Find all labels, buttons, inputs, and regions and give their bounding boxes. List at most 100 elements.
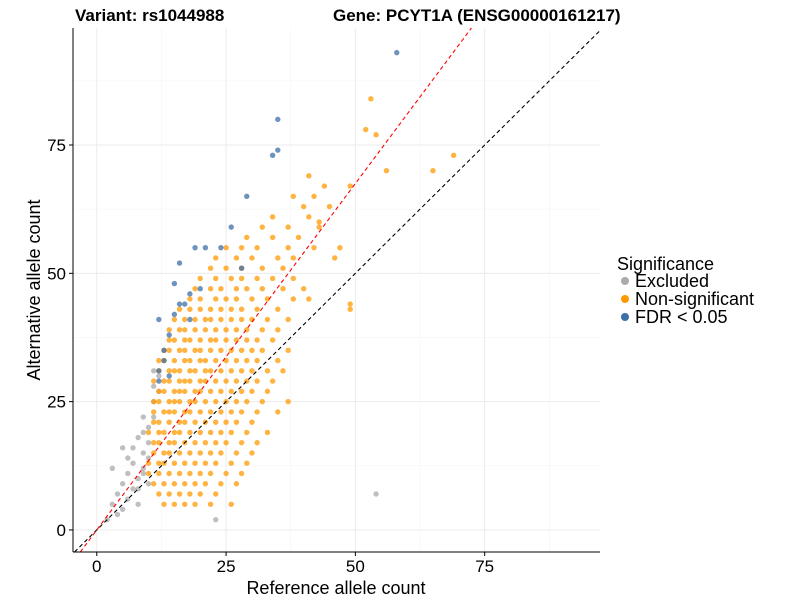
y-tick-label: 75 — [47, 136, 66, 155]
point-non-significant — [218, 347, 224, 354]
legend-label: Excluded — [635, 271, 709, 291]
point-non-significant — [166, 450, 172, 456]
point-non-significant — [259, 265, 265, 271]
point-non-significant — [228, 388, 234, 395]
point-excluded — [135, 475, 141, 482]
point-non-significant — [316, 219, 322, 225]
point-non-significant — [228, 368, 234, 374]
point-non-significant — [373, 132, 379, 138]
legend-swatch — [621, 313, 629, 321]
point-non-significant — [228, 347, 234, 354]
point-non-significant — [254, 306, 260, 312]
point-non-significant — [156, 429, 162, 436]
point-non-significant — [259, 327, 265, 333]
point-non-significant — [213, 419, 219, 425]
point-non-significant — [197, 347, 203, 354]
point-non-significant — [238, 470, 245, 477]
point-non-significant — [171, 460, 178, 466]
point-non-significant — [213, 491, 219, 497]
point-non-significant — [290, 255, 297, 261]
point-excluded — [150, 383, 157, 389]
point-non-significant — [197, 337, 203, 343]
point-excluded — [109, 465, 116, 472]
point-non-significant — [145, 429, 152, 436]
point-non-significant — [182, 481, 188, 487]
point-fdr-0-05 — [228, 224, 234, 230]
point-non-significant — [238, 439, 245, 446]
point-fdr-0-05 — [244, 193, 250, 200]
point-non-significant — [192, 327, 198, 333]
point-non-significant — [254, 378, 260, 384]
point-non-significant — [166, 347, 172, 354]
point-excluded — [140, 465, 147, 472]
point-non-significant — [171, 429, 178, 436]
point-non-significant — [233, 337, 240, 343]
point-non-significant — [187, 429, 193, 436]
point-excluded — [119, 506, 126, 513]
point-non-significant — [150, 409, 157, 415]
point-non-significant — [264, 316, 271, 323]
point-non-significant — [207, 368, 214, 374]
point-non-significant — [161, 409, 167, 415]
point-excluded — [150, 414, 157, 420]
point-non-significant — [290, 296, 297, 302]
point-non-significant — [176, 429, 183, 436]
point-non-significant — [176, 378, 183, 384]
point-non-significant — [166, 327, 172, 333]
point-non-significant — [161, 501, 167, 507]
x-axis-label: Reference allele count — [246, 578, 425, 598]
point-non-significant — [207, 337, 214, 343]
point-non-significant — [197, 306, 203, 312]
point-excluded — [145, 439, 152, 446]
point-non-significant — [150, 378, 157, 384]
point-non-significant — [213, 398, 219, 405]
point-non-significant — [228, 316, 234, 323]
point-non-significant — [197, 470, 203, 477]
point-fdr-0-05 — [161, 357, 167, 364]
point-fdr-0-05 — [192, 244, 198, 251]
point-non-significant — [187, 357, 193, 364]
point-non-significant — [223, 244, 229, 251]
point-non-significant — [207, 501, 214, 507]
point-non-significant — [249, 255, 255, 261]
point-non-significant — [171, 368, 178, 374]
point-non-significant — [306, 173, 312, 179]
point-non-significant — [275, 306, 281, 312]
point-excluded — [213, 516, 219, 523]
point-fdr-0-05 — [176, 260, 183, 266]
point-excluded — [114, 491, 121, 497]
point-non-significant — [166, 378, 172, 384]
y-tick-label: 50 — [47, 264, 66, 283]
reference-lines — [74, 27, 601, 553]
point-non-significant — [238, 275, 245, 282]
point-non-significant — [238, 409, 245, 415]
point-non-significant — [156, 460, 162, 466]
point-fdr-0-05 — [156, 368, 162, 374]
title-gene: Gene: PCYT1A (ENSG00000161217) — [333, 6, 621, 25]
point-non-significant — [156, 357, 162, 364]
point-non-significant — [182, 347, 188, 354]
point-non-significant — [182, 388, 188, 395]
point-excluded — [156, 373, 162, 379]
point-non-significant — [228, 409, 234, 415]
point-excluded — [114, 511, 121, 518]
point-non-significant — [202, 327, 209, 333]
point-non-significant — [156, 388, 162, 395]
x-tick-label: 25 — [217, 557, 236, 576]
point-fdr-0-05 — [275, 147, 281, 153]
point-excluded — [150, 368, 157, 374]
point-non-significant — [202, 357, 209, 364]
point-non-significant — [156, 491, 162, 497]
point-non-significant — [150, 439, 157, 446]
point-non-significant — [192, 419, 198, 425]
point-non-significant — [182, 460, 188, 466]
point-non-significant — [223, 419, 229, 425]
y-axis-label: Alternative allele count — [24, 199, 44, 380]
point-non-significant — [218, 429, 224, 436]
point-non-significant — [311, 244, 317, 251]
point-non-significant — [244, 286, 250, 292]
point-non-significant — [259, 286, 265, 292]
point-non-significant — [223, 296, 229, 302]
point-non-significant — [238, 244, 245, 251]
point-non-significant — [213, 378, 219, 384]
